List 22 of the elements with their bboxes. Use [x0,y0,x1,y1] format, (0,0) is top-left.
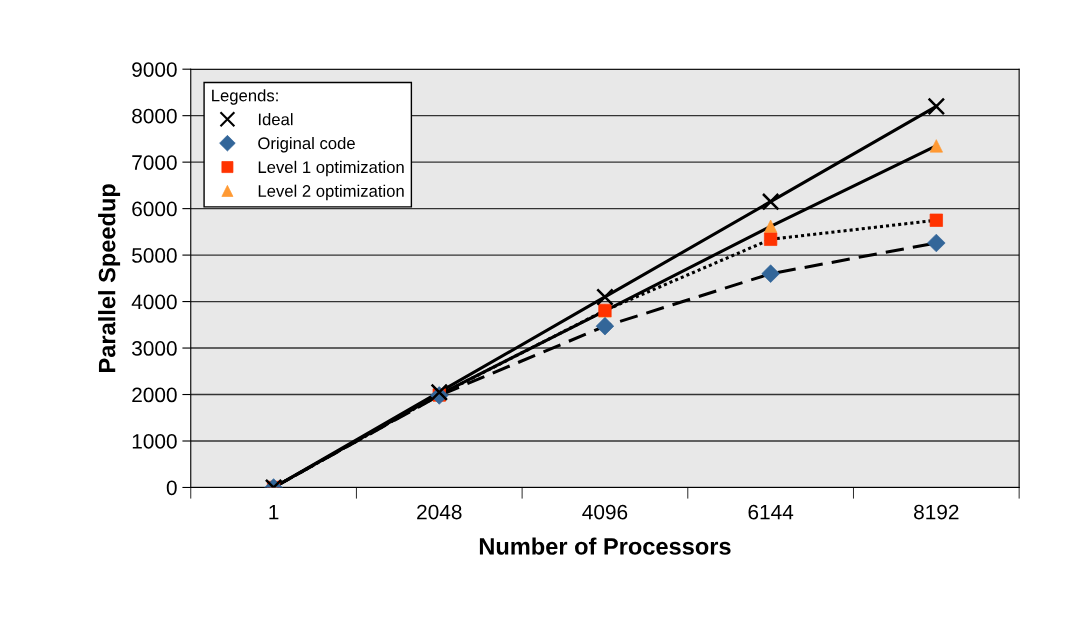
y-tick-label: 1000 [132,434,177,449]
x-tick-label: 8192 [914,504,959,520]
x-tick-label: 1 [269,504,279,520]
x-tick-label: 2048 [417,504,462,520]
x-axis-title: Number of Processors [479,537,731,555]
y-tick-label: 4000 [131,294,177,310]
legend-label: Level 2 optimization [258,184,404,201]
y-tick-label: 2000 [132,387,177,403]
y-tick-label: 7000 [132,155,177,170]
y-tick-label: 8000 [132,108,177,124]
x-tick-label: 6144 [748,504,794,520]
legend-title: Legends: [212,89,278,105]
legend-label: Ideal [258,113,293,126]
legend-label: Original code [258,136,355,153]
x-tick-label: 4096 [582,504,628,520]
legend-label: Level 1 optimization [258,160,404,177]
y-tick-label: 9000 [132,62,177,77]
y-tick-label: 5000 [132,248,177,263]
y-tick-label: 3000 [132,341,177,356]
y-tick-label: 6000 [132,201,177,217]
y-tick-label: 0 [166,480,177,496]
y-axis-title: Parallel Speedup [98,184,121,372]
